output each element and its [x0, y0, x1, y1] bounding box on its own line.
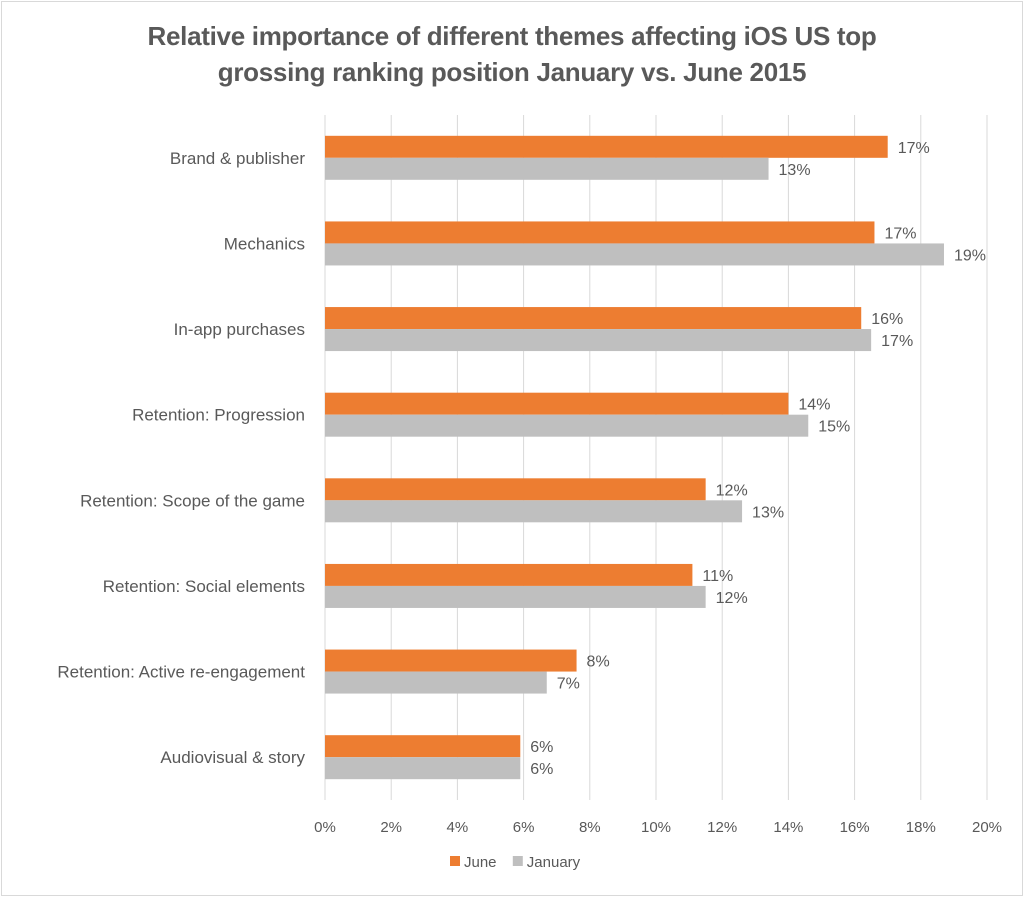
bar-january — [325, 243, 944, 266]
data-label: 7% — [557, 676, 580, 693]
category-label: Brand & publisher — [170, 149, 305, 168]
data-label: 17% — [881, 333, 913, 350]
legend-label: June — [464, 854, 497, 871]
bar-january — [325, 157, 769, 180]
x-tick-label: 2% — [380, 819, 402, 836]
legend-label: January — [527, 854, 581, 871]
bar-january — [325, 757, 521, 780]
data-label: 17% — [898, 140, 930, 157]
x-tick-label: 8% — [579, 819, 601, 836]
data-label: 11% — [702, 568, 733, 585]
bar-january — [325, 585, 706, 608]
x-tick-label: 4% — [447, 819, 469, 836]
bar-june — [325, 221, 875, 244]
chart-title-line-2: grossing ranking position January vs. Ju… — [217, 57, 807, 87]
data-label: 13% — [779, 162, 811, 179]
data-label: 13% — [752, 504, 784, 521]
bar-june — [325, 135, 888, 158]
category-label: Retention: Scope of the game — [80, 491, 305, 510]
bar-june — [325, 563, 693, 586]
category-label: Retention: Social elements — [103, 577, 305, 596]
x-tick-label: 0% — [314, 819, 336, 836]
bar-june — [325, 649, 577, 672]
bar-january — [325, 414, 809, 437]
bar-june — [325, 392, 789, 415]
category-label: Retention: Active re-engagement — [57, 663, 305, 682]
bar-january — [325, 500, 743, 523]
category-label: Retention: Progression — [132, 406, 305, 425]
category-label: Audiovisual & story — [160, 748, 305, 767]
chart-title-line-1: Relative importance of different themes … — [147, 21, 877, 51]
data-label: 16% — [871, 311, 903, 328]
data-label: 8% — [587, 654, 610, 671]
chart-title: Relative importance of different themes … — [0, 18, 1024, 90]
category-label: Mechanics — [224, 234, 305, 253]
x-tick-label: 6% — [513, 819, 535, 836]
bar-june — [325, 478, 706, 501]
x-tick-label: 14% — [773, 819, 803, 836]
data-label: 15% — [818, 419, 850, 436]
legend-swatch-june — [450, 856, 460, 866]
data-label: 19% — [954, 247, 986, 264]
x-tick-label: 16% — [840, 819, 870, 836]
bar-june — [325, 735, 521, 758]
data-label: 6% — [530, 739, 553, 756]
bar-january — [325, 329, 872, 352]
bar-june — [325, 307, 862, 330]
legend-swatch-january — [512, 856, 523, 866]
data-label: 17% — [884, 225, 916, 242]
x-tick-label: 12% — [707, 819, 737, 836]
data-label: 12% — [716, 482, 748, 499]
category-label: In-app purchases — [174, 320, 305, 339]
data-label: 12% — [716, 590, 748, 607]
x-tick-label: 18% — [906, 819, 936, 836]
data-label: 14% — [798, 397, 830, 414]
x-tick-label: 10% — [641, 819, 671, 836]
bar-january — [325, 671, 547, 694]
x-tick-label: 20% — [972, 819, 1002, 836]
data-label: 6% — [530, 761, 553, 778]
